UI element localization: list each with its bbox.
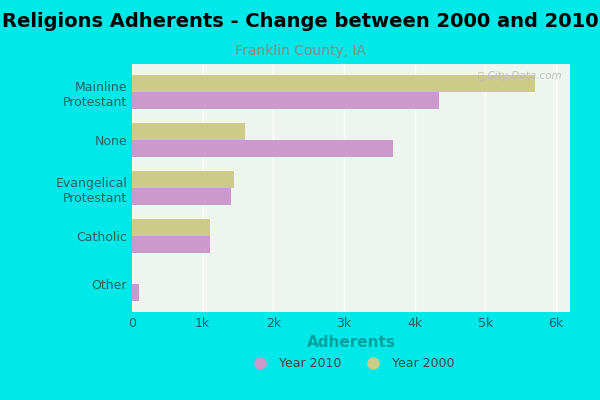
Bar (132, 171, 235, 188)
X-axis label: Adherents: Adherents (307, 336, 395, 350)
Bar (132, 75, 535, 92)
Text: ⓘ City-Data.com: ⓘ City-Data.com (478, 72, 561, 82)
Bar (132, 140, 394, 157)
Bar (132, 219, 210, 236)
Legend: Year 2010, Year 2000: Year 2010, Year 2000 (243, 352, 459, 375)
Bar (132, 123, 245, 140)
Bar (132, 188, 231, 205)
Bar (132, 92, 439, 109)
Text: Religions Adherents - Change between 2000 and 2010: Religions Adherents - Change between 200… (2, 12, 598, 31)
Bar (132, 236, 210, 253)
Text: Franklin County, IA: Franklin County, IA (235, 44, 365, 58)
Bar (132, 284, 139, 301)
